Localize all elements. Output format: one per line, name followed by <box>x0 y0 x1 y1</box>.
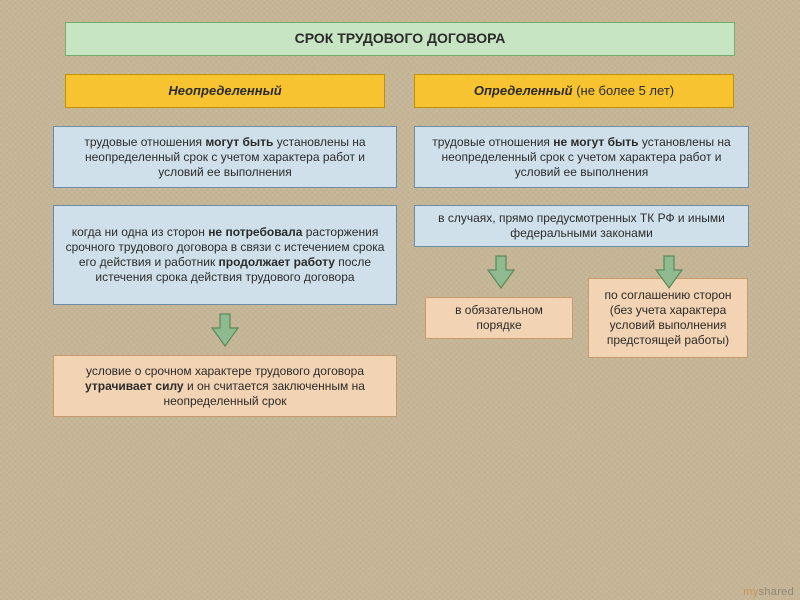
right-box-1-text: трудовые отношения не могут быть установ… <box>423 135 740 180</box>
left-box-2: когда ни одна из сторон не потребовала р… <box>53 205 397 305</box>
right-box-4-text: по соглашению сторон (без учета характер… <box>597 288 739 348</box>
right-box-3: в обязательном порядке <box>425 297 573 339</box>
arrow-down-icon <box>654 254 684 295</box>
right-box-2-text: в случаях, прямо предусмотренных ТК РФ и… <box>423 211 740 241</box>
left-box-2-text: когда ни одна из сторон не потребовала р… <box>62 225 388 285</box>
arrow-down-icon <box>486 254 516 295</box>
arrow-down-icon <box>210 312 240 353</box>
right-heading-text: Определенный (не более 5 лет) <box>474 83 674 99</box>
title-text: СРОК ТРУДОВОГО ДОГОВОРА <box>295 30 506 48</box>
left-box-3-text: условие о срочном характере трудового до… <box>62 364 388 409</box>
left-box-3: условие о срочном характере трудового до… <box>53 355 397 417</box>
right-box-1: трудовые отношения не могут быть установ… <box>414 126 749 188</box>
right-box-2: в случаях, прямо предусмотренных ТК РФ и… <box>414 205 749 247</box>
left-heading-text: Неопределенный <box>168 83 281 99</box>
right-box-3-text: в обязательном порядке <box>434 303 564 333</box>
watermark: myshared <box>743 586 794 598</box>
left-heading: Неопределенный <box>65 74 385 108</box>
left-box-1-text: трудовые отношения могут быть установлен… <box>62 135 388 180</box>
left-box-1: трудовые отношения могут быть установлен… <box>53 126 397 188</box>
right-heading: Определенный (не более 5 лет) <box>414 74 734 108</box>
title-bar: СРОК ТРУДОВОГО ДОГОВОРА <box>65 22 735 56</box>
